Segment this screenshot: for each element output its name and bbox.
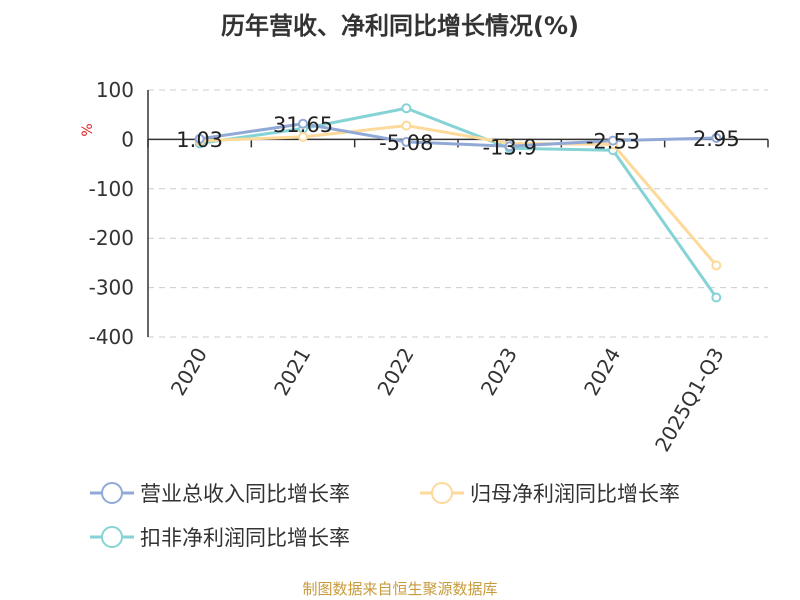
data-point-deducted-profit (401, 103, 412, 114)
y-tick-label: 0 (121, 127, 134, 151)
legend-label-deducted-profit: 扣非净利润同比增长率 (140, 526, 350, 550)
data-label-revenue: -13.9 (482, 135, 536, 159)
legend-label-net-profit: 归母净利润同比增长率 (470, 482, 680, 506)
data-point-revenue (504, 141, 515, 152)
data-label-revenue: -5.08 (379, 131, 433, 155)
data-point-revenue (711, 132, 722, 143)
chart-title: 历年营收、净利同比增长情况(%) (221, 12, 579, 40)
x-tick-label: 2022 (372, 344, 418, 400)
legend-marker-deducted-profit (90, 526, 134, 548)
x-tick-label: 2020 (166, 344, 212, 400)
series-line-net-profit (199, 124, 718, 267)
data-label-revenue: 31.65 (273, 113, 333, 137)
x-tick-label: 2023 (476, 344, 522, 400)
y-tick-label: -100 (89, 177, 134, 201)
data-label-revenue: 2.95 (693, 127, 740, 151)
legend-item-revenue[interactable]: 营业总收入同比增长率 (90, 478, 350, 508)
data-source-note: 制图数据来自恒生聚源数据库 (302, 580, 498, 598)
legend-item-net-profit[interactable]: 归母净利润同比增长率 (420, 478, 680, 508)
data-point-deducted-profit (711, 292, 722, 303)
x-tick-label: 2025Q1-Q3 (650, 344, 729, 456)
data-point-net-profit (298, 131, 308, 142)
y-tick-label: -200 (89, 226, 134, 250)
legend-label-revenue: 营业总收入同比增长率 (140, 482, 350, 506)
y-axis-label: % (80, 123, 96, 136)
data-point-revenue (194, 133, 205, 144)
data-point-net-profit (401, 120, 412, 131)
data-point-revenue (608, 135, 618, 146)
x-tick-label: 2024 (579, 344, 625, 400)
data-label-revenue: -2.53 (586, 130, 640, 154)
data-point-revenue (401, 136, 412, 147)
y-tick-label: 100 (96, 78, 134, 102)
legend-marker-net-profit (420, 482, 464, 504)
legend-marker-revenue (90, 482, 134, 504)
x-tick-label: 2021 (269, 344, 315, 400)
legend-item-deducted-profit[interactable]: 扣非净利润同比增长率 (90, 522, 350, 552)
data-label-revenue: 1.03 (176, 128, 223, 152)
data-point-revenue (298, 118, 308, 129)
series-line-deducted-profit (199, 106, 718, 299)
data-point-net-profit (711, 260, 722, 271)
series-line-revenue (199, 122, 717, 148)
y-tick-label: -400 (89, 325, 134, 349)
y-tick-label: -300 (89, 276, 134, 300)
